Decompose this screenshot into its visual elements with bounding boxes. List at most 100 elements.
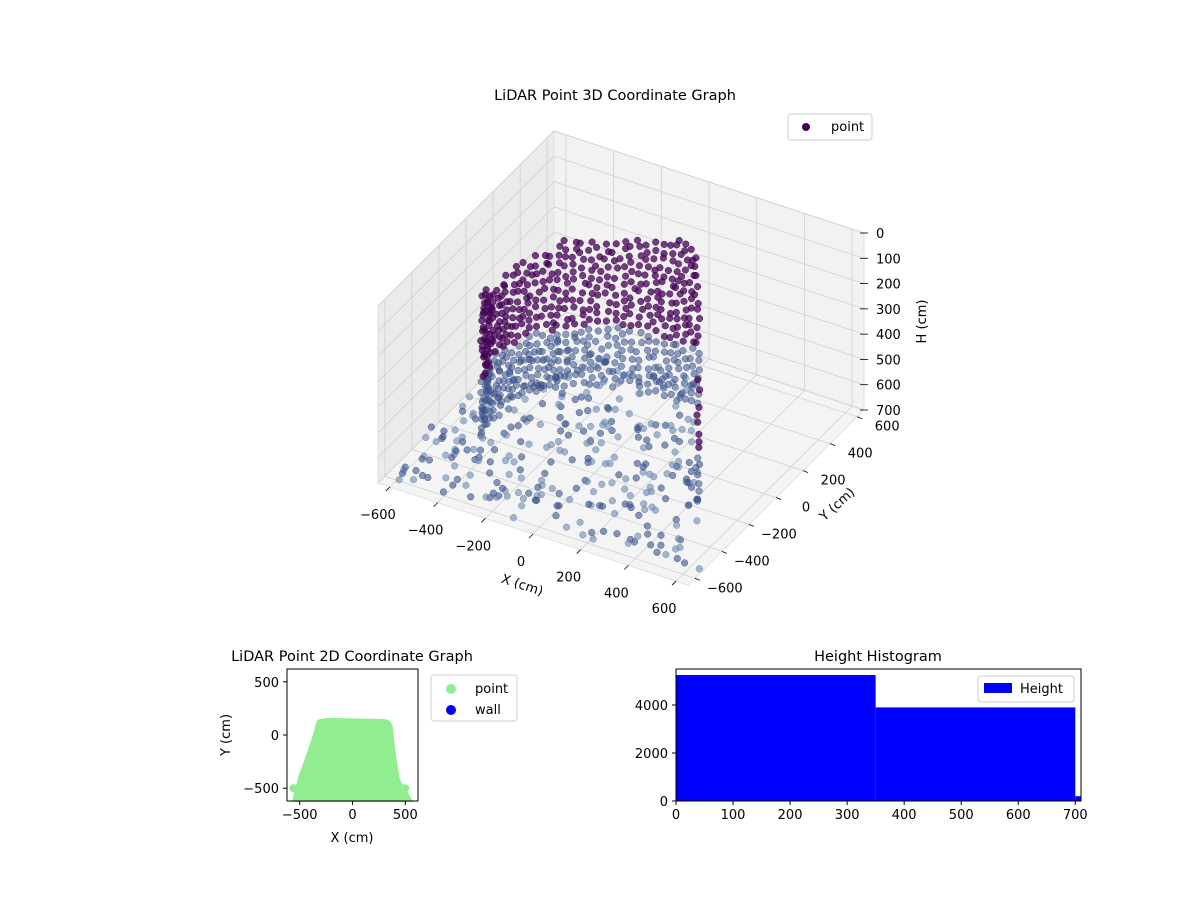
point-marker (585, 315, 593, 324)
point-marker (691, 262, 699, 270)
point-marker (469, 409, 477, 417)
point-marker (630, 538, 639, 546)
point-marker (510, 406, 518, 414)
point-marker (578, 363, 586, 371)
z-tick-label: 300 (876, 303, 901, 318)
point-marker (520, 415, 528, 423)
z-tick-label: 700 (876, 404, 901, 419)
point-marker (680, 372, 688, 380)
point-marker (452, 447, 460, 455)
point-marker (610, 257, 619, 265)
point-marker (535, 288, 543, 296)
point-marker (605, 367, 613, 375)
point-marker (637, 297, 645, 305)
point-marker (661, 322, 669, 330)
gridline-h (377, 155, 865, 332)
point-marker (613, 530, 621, 538)
point-marker (695, 480, 703, 488)
point-marker (583, 439, 591, 447)
x-tick-label: 500 (949, 808, 974, 823)
point-marker (679, 347, 687, 355)
point-marker (667, 390, 675, 399)
point-marker (532, 313, 540, 321)
y-tick (748, 524, 755, 527)
point-marker (620, 338, 628, 346)
point-marker (487, 438, 495, 446)
point-marker (603, 353, 611, 361)
point-marker (541, 251, 550, 259)
point-marker (682, 306, 690, 314)
point-marker (555, 489, 563, 498)
point-marker (604, 423, 612, 431)
point-marker (638, 338, 646, 346)
point-marker (422, 433, 430, 442)
point-marker (587, 350, 595, 358)
point-marker (537, 383, 545, 392)
point-marker (633, 236, 642, 244)
point-marker (622, 238, 630, 246)
point-marker (569, 268, 577, 276)
point-marker (641, 506, 649, 514)
point-marker (542, 320, 551, 328)
y-tick-label: −200 (761, 527, 797, 542)
point-marker (629, 365, 637, 373)
point-marker (642, 255, 650, 263)
point-marker (554, 357, 562, 365)
point-marker (509, 271, 517, 279)
point-marker (657, 298, 665, 306)
point-marker (588, 266, 596, 274)
point-marker (494, 294, 502, 302)
point-marker (497, 401, 505, 409)
point-marker (500, 282, 509, 290)
point-marker (525, 309, 534, 317)
point-marker (647, 488, 655, 496)
point-marker (687, 389, 695, 397)
point-marker (585, 305, 594, 314)
point-marker (695, 349, 703, 358)
point-marker (695, 565, 703, 573)
point-marker (538, 400, 547, 408)
point-marker (651, 363, 659, 372)
point-marker (626, 294, 634, 302)
point-marker (667, 241, 675, 249)
point-marker (668, 461, 676, 469)
point-marker (556, 242, 564, 250)
point-marker (522, 329, 530, 337)
point-marker (427, 423, 435, 431)
point-marker (622, 475, 630, 483)
point-marker (635, 262, 644, 270)
y-tick (830, 443, 836, 447)
point-marker (681, 395, 689, 403)
point-marker (650, 372, 658, 380)
point-marker (568, 296, 577, 304)
point-marker (587, 274, 595, 282)
y-tick-label: −400 (734, 554, 770, 569)
point-marker (627, 258, 635, 266)
point-marker (633, 459, 641, 467)
y-tick (775, 497, 782, 500)
point-marker (549, 293, 557, 301)
point-marker (622, 245, 630, 253)
point-marker (696, 314, 704, 323)
point-marker (597, 267, 605, 275)
point-marker (610, 274, 619, 282)
point-marker (553, 311, 561, 319)
point-marker (512, 262, 520, 270)
x-tick-label: −400 (408, 524, 444, 539)
point-marker (672, 308, 680, 316)
point-marker (554, 338, 562, 346)
point-marker (580, 320, 588, 328)
x-tick (528, 533, 534, 539)
point-marker (578, 289, 587, 297)
point-marker (523, 294, 531, 302)
point-marker (674, 535, 683, 543)
point-marker (608, 417, 616, 426)
point-marker (683, 478, 691, 486)
point-marker (660, 392, 668, 400)
point-marker (651, 266, 659, 274)
x-tick-label: 0 (517, 555, 525, 570)
x-tick-label: 600 (1006, 808, 1031, 823)
point-marker (451, 426, 459, 434)
point-marker (503, 492, 511, 500)
